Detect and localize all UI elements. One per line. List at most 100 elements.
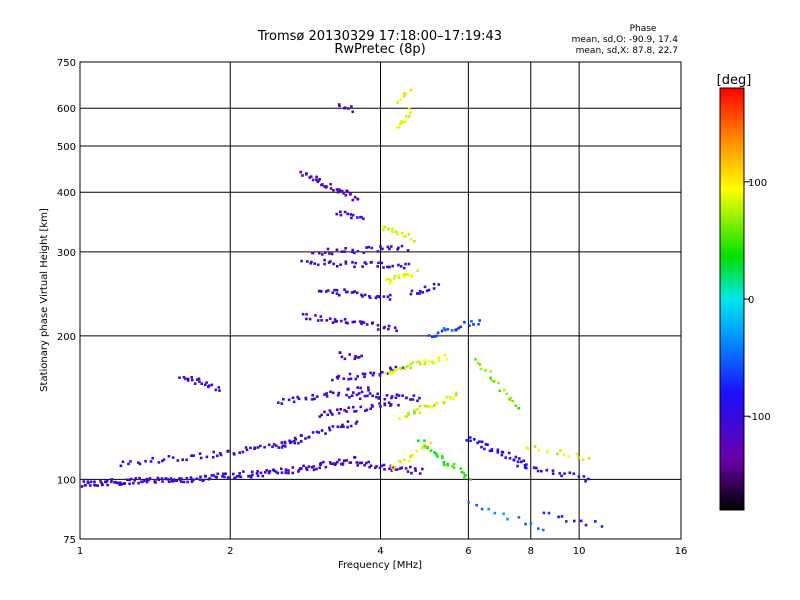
data-point <box>363 464 366 467</box>
x-tick-label: 8 <box>528 546 534 557</box>
data-point <box>318 177 321 181</box>
data-point <box>312 465 315 468</box>
data-point <box>400 120 403 123</box>
data-point <box>354 422 358 425</box>
data-point <box>526 447 530 450</box>
data-point <box>509 396 512 400</box>
data-point <box>416 269 420 272</box>
data-point <box>323 393 326 396</box>
data-point <box>110 480 113 484</box>
data-point <box>582 475 586 478</box>
data-point <box>404 262 407 266</box>
data-point <box>339 263 342 266</box>
data-point <box>437 283 441 286</box>
data-point <box>224 472 227 475</box>
data-point <box>388 467 391 470</box>
data-point <box>402 235 406 238</box>
data-point <box>523 464 527 467</box>
data-point <box>259 444 262 448</box>
data-point <box>363 394 367 398</box>
data-point <box>284 468 288 472</box>
data-point <box>340 319 343 323</box>
data-point <box>344 321 348 324</box>
data-point <box>397 403 400 407</box>
data-point <box>161 459 164 463</box>
data-point <box>287 398 291 402</box>
data-point <box>192 454 195 457</box>
data-point <box>267 443 271 447</box>
data-point <box>427 334 431 337</box>
data-point <box>556 452 559 456</box>
data-point <box>341 463 344 466</box>
data-point <box>219 453 223 457</box>
data-point <box>367 245 371 249</box>
data-point <box>518 457 521 460</box>
data-point <box>416 408 419 411</box>
data-point <box>356 356 360 359</box>
data-point <box>406 470 410 473</box>
data-point <box>207 477 211 481</box>
data-point <box>344 247 347 250</box>
data-point <box>410 289 414 293</box>
data-point <box>393 275 397 278</box>
data-point <box>368 295 371 298</box>
data-point <box>190 376 193 379</box>
data-point <box>280 467 283 471</box>
data-point <box>385 394 389 397</box>
data-point <box>118 483 122 486</box>
data-point <box>383 397 387 401</box>
data-point <box>357 392 361 395</box>
data-point <box>277 446 280 449</box>
data-point <box>335 248 339 252</box>
data-point <box>241 450 245 454</box>
data-point <box>363 293 367 297</box>
data-point <box>423 443 427 446</box>
data-point <box>331 391 335 395</box>
data-point <box>587 457 591 460</box>
data-point <box>242 470 245 473</box>
data-point <box>217 386 221 389</box>
data-point <box>354 409 358 413</box>
data-point <box>409 398 412 401</box>
data-point <box>315 467 318 471</box>
data-point <box>244 446 248 449</box>
data-point <box>282 397 285 401</box>
data-point <box>390 245 393 248</box>
data-point <box>400 244 404 248</box>
data-point <box>424 361 427 365</box>
data-point <box>368 465 371 469</box>
data-point <box>547 511 551 515</box>
data-point <box>423 404 427 408</box>
data-point <box>284 471 288 475</box>
data-point <box>446 328 450 331</box>
data-point <box>358 397 362 400</box>
data-point <box>348 396 351 399</box>
data-point <box>335 265 339 268</box>
data-point <box>425 404 428 408</box>
data-point <box>353 265 356 269</box>
data-point <box>484 369 487 372</box>
data-point <box>308 317 312 321</box>
data-point <box>460 470 464 474</box>
data-point <box>313 262 316 265</box>
data-point <box>352 290 355 294</box>
data-point <box>382 228 385 232</box>
data-point <box>371 373 375 377</box>
data-point <box>355 393 359 397</box>
data-point <box>328 252 331 255</box>
data-point <box>137 461 140 464</box>
data-point <box>421 291 425 294</box>
data-point <box>405 396 408 400</box>
data-point <box>356 386 359 389</box>
data-point <box>199 456 203 460</box>
data-point <box>397 276 401 280</box>
data-point <box>396 248 399 251</box>
data-point <box>336 377 340 380</box>
data-point <box>182 480 186 484</box>
data-point <box>565 520 568 523</box>
data-point <box>316 319 320 322</box>
data-point <box>537 448 541 452</box>
data-point <box>349 193 352 196</box>
data-point <box>342 377 346 380</box>
data-point <box>305 173 308 176</box>
